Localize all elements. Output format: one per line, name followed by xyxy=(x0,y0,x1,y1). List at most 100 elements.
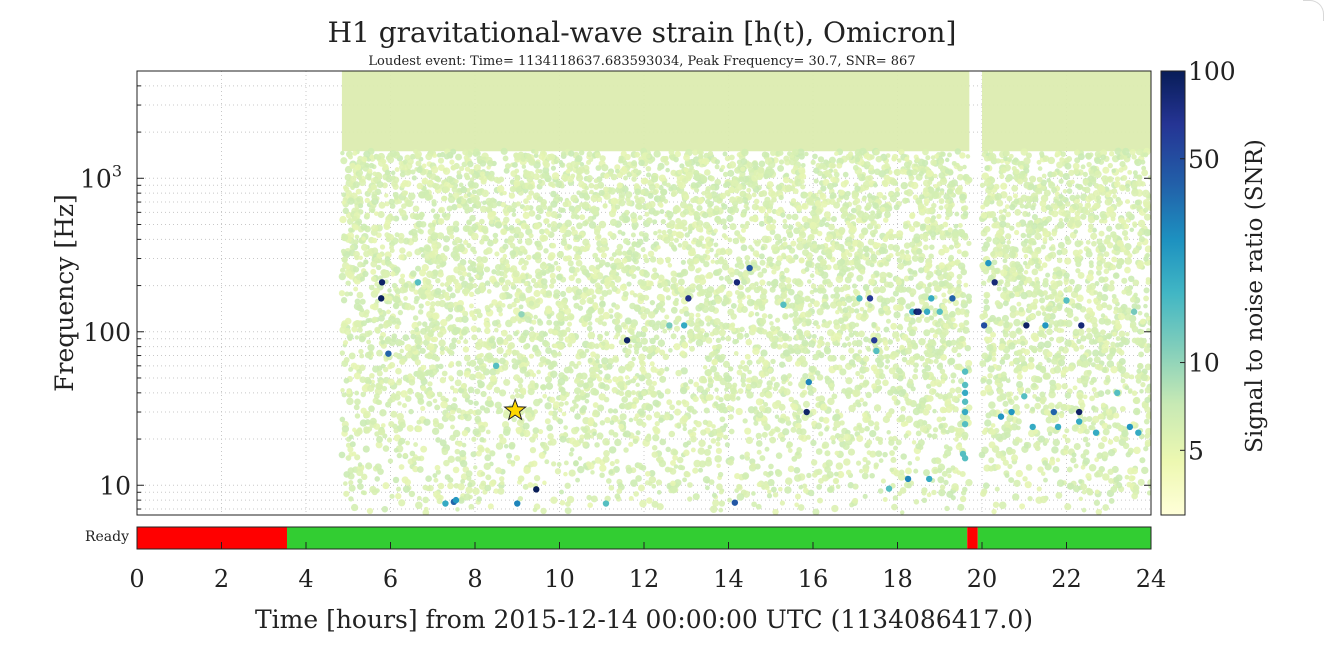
trigger-point xyxy=(960,292,967,299)
trigger-point xyxy=(822,293,829,300)
trigger-point xyxy=(492,239,498,245)
trigger-point xyxy=(415,425,423,433)
trigger-point xyxy=(461,391,469,399)
trigger-point xyxy=(621,212,627,218)
trigger-point xyxy=(772,492,779,498)
trigger-point xyxy=(736,493,745,501)
trigger-point xyxy=(714,215,722,223)
trigger-point xyxy=(415,160,422,167)
trigger-point xyxy=(542,480,547,486)
trigger-point xyxy=(499,357,506,365)
trigger-point xyxy=(778,361,786,368)
trigger-point xyxy=(940,151,946,157)
trigger-point xyxy=(565,168,571,174)
trigger-point xyxy=(651,451,659,458)
trigger-point xyxy=(751,174,759,182)
trigger-point xyxy=(405,440,410,446)
trigger-point xyxy=(534,252,542,260)
trigger-point xyxy=(915,157,921,163)
trigger-point xyxy=(483,266,491,273)
trigger-point xyxy=(758,160,766,168)
trigger-point xyxy=(824,450,831,457)
trigger-point xyxy=(523,343,529,350)
trigger-point xyxy=(808,340,816,348)
trigger-point xyxy=(965,154,971,159)
trigger-point xyxy=(367,168,373,174)
trigger-point xyxy=(594,282,601,289)
trigger-point xyxy=(855,370,861,377)
trigger-point xyxy=(494,251,500,257)
trigger-point xyxy=(545,347,552,354)
trigger-point xyxy=(793,319,800,327)
trigger-point xyxy=(631,403,637,409)
trigger-point xyxy=(843,315,849,322)
trigger-point xyxy=(550,360,558,368)
trigger-point xyxy=(959,470,966,478)
trigger-point xyxy=(570,226,576,231)
trigger-point xyxy=(382,366,389,373)
trigger-point xyxy=(862,230,868,236)
trigger-point xyxy=(495,369,500,375)
trigger-point xyxy=(598,300,606,308)
trigger-point xyxy=(467,160,474,168)
trigger-point xyxy=(402,334,410,342)
trigger-point xyxy=(715,441,721,447)
trigger-point xyxy=(770,486,777,493)
trigger-point xyxy=(570,161,577,168)
trigger-point xyxy=(883,234,889,240)
trigger-point xyxy=(800,179,805,185)
trigger-point xyxy=(720,336,726,341)
trigger-point xyxy=(360,391,366,398)
trigger-point xyxy=(704,485,710,491)
trigger-point xyxy=(545,211,552,218)
trigger-point xyxy=(365,318,371,324)
trigger-point xyxy=(365,173,372,180)
trigger-point xyxy=(812,153,818,160)
trigger-point xyxy=(889,296,896,303)
trigger-point xyxy=(437,363,444,370)
trigger-point xyxy=(425,300,431,307)
trigger-point xyxy=(473,400,479,406)
trigger-point xyxy=(616,243,624,251)
trigger-point xyxy=(772,508,779,515)
trigger-point xyxy=(638,374,646,382)
trigger-point xyxy=(782,342,789,349)
trigger-point xyxy=(688,261,694,267)
trigger-point xyxy=(692,237,698,243)
trigger-point xyxy=(500,329,508,337)
trigger-point xyxy=(562,201,569,208)
trigger-point xyxy=(753,420,759,426)
trigger-point xyxy=(740,377,746,384)
trigger-point xyxy=(564,482,571,489)
trigger-point xyxy=(504,279,512,286)
trigger-point xyxy=(395,493,402,500)
trigger-point xyxy=(399,348,405,354)
trigger-point xyxy=(681,341,689,349)
trigger-point xyxy=(547,265,555,273)
trigger-point xyxy=(592,402,599,408)
trigger-point xyxy=(634,349,639,355)
trigger-point xyxy=(808,233,815,241)
trigger-point xyxy=(941,470,948,477)
trigger-point xyxy=(753,198,760,205)
trigger-point xyxy=(594,456,602,464)
trigger-point xyxy=(702,253,708,259)
trigger-point xyxy=(388,421,395,428)
trigger-point xyxy=(390,271,396,277)
trigger-point xyxy=(448,375,454,381)
trigger-point xyxy=(433,183,441,190)
trigger-point xyxy=(672,454,678,461)
trigger-point xyxy=(601,163,609,172)
trigger-point xyxy=(818,351,825,359)
trigger-point xyxy=(549,396,556,404)
trigger-point xyxy=(736,369,743,376)
trigger-point xyxy=(490,201,498,209)
trigger-point xyxy=(664,314,670,320)
trigger-point xyxy=(932,333,938,339)
trigger-point xyxy=(780,212,786,218)
trigger-point xyxy=(394,394,401,401)
trigger-point xyxy=(661,229,667,236)
trigger-point xyxy=(391,175,396,180)
trigger-point xyxy=(793,227,800,235)
